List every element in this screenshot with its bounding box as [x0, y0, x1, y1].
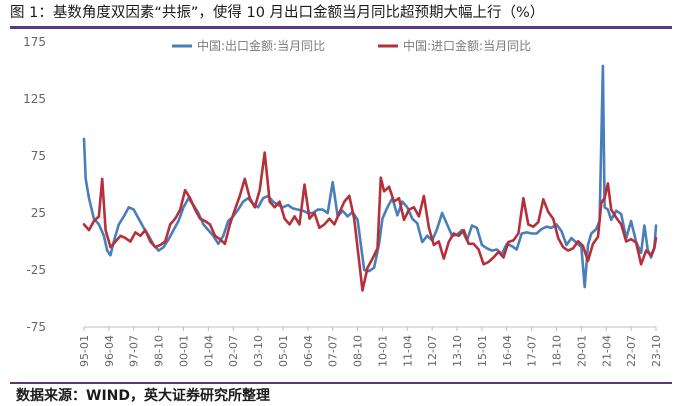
x-tick-label: 20-01 [575, 335, 588, 367]
export-yoy-line [82, 64, 658, 289]
x-tick-label: 15-01 [476, 335, 489, 367]
y-tick-label: 125 [23, 92, 46, 106]
y-tick-label: 175 [23, 35, 46, 49]
x-tick-label: 05-01 [277, 335, 290, 367]
x-tick-label: 08-10 [352, 335, 365, 367]
x-axis: 95-01 96-04 97-07 98-10 00-01 01-04 02-07 03-10… [78, 326, 663, 367]
x-tick-label: 17-07 [526, 335, 539, 367]
source-rule [10, 382, 672, 384]
x-tick-label: 11-04 [401, 335, 414, 367]
legend: 中国:出口金额:当月同比 中国:进口金额:当月同比 [172, 38, 531, 53]
x-tick-label: 07-07 [327, 335, 340, 367]
x-tick-label: 13-10 [451, 335, 464, 367]
x-tick-label: 21-04 [600, 335, 613, 367]
x-tick-label: 06-04 [302, 335, 315, 367]
x-tick-label: 95-01 [78, 335, 91, 367]
title-rule [10, 26, 672, 29]
x-tick-label: 10-01 [376, 335, 389, 367]
y-tick-label: 25 [31, 206, 46, 220]
y-tick-label: -75 [26, 320, 46, 334]
x-tick-label: 00-01 [177, 335, 190, 367]
y-tick-label: -25 [26, 263, 46, 277]
x-tick-label: 98-10 [153, 335, 166, 367]
figure-title: 图 1：基数角度双因素“共振”，使得 10 月出口金额当月同比超预期大幅上行（%… [10, 5, 545, 21]
x-tick-label: 02-07 [227, 335, 240, 367]
x-tick-label: 16-04 [501, 335, 514, 367]
x-tick-label: 97-07 [128, 335, 141, 367]
y-tick-label: 75 [31, 149, 46, 163]
legend-import-label: 中国:进口金额:当月同比 [403, 38, 531, 53]
x-tick-label: 01-04 [202, 335, 215, 367]
x-tick-label: 96-04 [103, 335, 116, 367]
import-yoy-line [82, 151, 658, 292]
chart: -75 -25 25 75 125 175 95-01 96-04 97-07 98-10 00-… [23, 35, 663, 367]
source-note: 数据来源：WIND，英大证券研究所整理 [16, 388, 270, 404]
x-tick-label: 18-10 [551, 335, 564, 367]
y-axis: -75 -25 25 75 125 175 [23, 35, 46, 334]
x-tick-label: 12-07 [426, 335, 439, 367]
x-tick-label: 23-10 [650, 335, 663, 367]
legend-export-label: 中国:出口金额:当月同比 [197, 38, 325, 53]
series-layer [82, 64, 658, 292]
x-tick-label: 03-10 [252, 335, 265, 367]
x-tick-label: 22-07 [625, 335, 638, 367]
